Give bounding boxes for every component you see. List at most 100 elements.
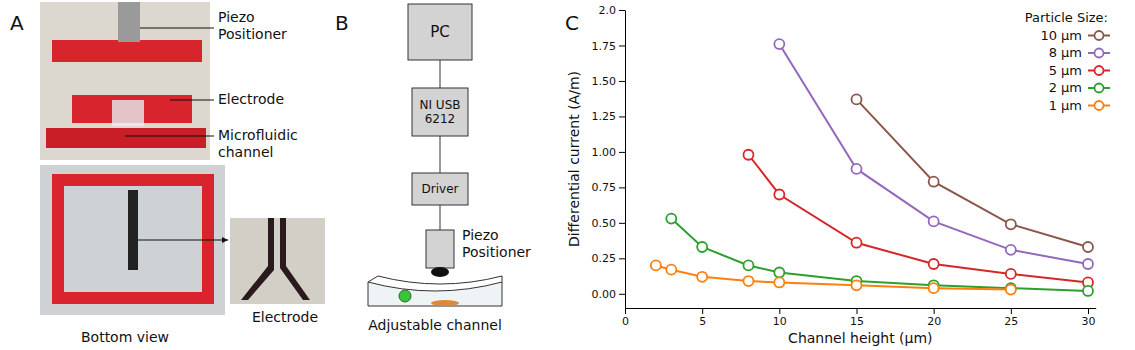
- channel-label-line: Adjustable channel: [368, 317, 502, 333]
- series-marker: [697, 272, 707, 282]
- series-marker: [774, 39, 784, 49]
- series-marker: [666, 265, 676, 275]
- legend-label: 8 µm: [1049, 45, 1082, 60]
- arrow-head: [222, 237, 228, 243]
- callout-line: [125, 136, 214, 137]
- y-tick-mark: [619, 81, 625, 82]
- y-tick-mark: [619, 45, 625, 46]
- photo-frame: [46, 128, 206, 148]
- x-tick: 10: [773, 308, 787, 328]
- callout-line: [170, 100, 214, 101]
- legend-title: Particle Size:: [1025, 10, 1108, 25]
- channel-label: Adjustable channel: [368, 317, 502, 333]
- y-tick-label: 1.25: [592, 110, 617, 123]
- legend-marker: [1095, 66, 1104, 75]
- particle: [399, 290, 411, 302]
- x-tick: 25: [1004, 308, 1018, 328]
- legend-label-line: 2 µm: [1049, 80, 1082, 95]
- legend-title-line: Particle Size:: [1025, 10, 1108, 25]
- node-box: [408, 4, 472, 60]
- legend-marker: [1095, 84, 1104, 93]
- callout-label: PiezoPositioner: [218, 9, 287, 42]
- legend-label-line: 8 µm: [1049, 45, 1082, 60]
- y-tick-mark: [619, 116, 625, 117]
- y-tick-mark: [619, 223, 625, 224]
- y-tick: 0.25: [592, 252, 626, 265]
- callout-line: [138, 240, 228, 241]
- y-axis-title: Differential current (A/m): [566, 71, 582, 247]
- y-tick-label: 0.50: [592, 217, 617, 230]
- photo-post: [118, 2, 140, 42]
- node-label-line: Driver: [422, 182, 459, 196]
- series-marker: [666, 214, 676, 224]
- photo-electrode: [128, 190, 138, 270]
- y-tick-label: 1.50: [592, 75, 617, 88]
- x-tick-label: 5: [699, 315, 706, 328]
- legend-marker: [1095, 31, 1104, 40]
- series-marker: [852, 164, 862, 174]
- callout-label: Microfluidicchannel: [218, 127, 298, 160]
- caption: Bottom view: [81, 329, 169, 345]
- panel-c: C0510152025300.000.250.500.751.001.251.5…: [565, 4, 1110, 346]
- y-tick-label: 1.75: [592, 39, 617, 52]
- y-tick-mark: [619, 187, 625, 188]
- series-marker: [1006, 269, 1016, 279]
- actuator-label-line: Piezo: [462, 227, 499, 243]
- y-tick-mark: [619, 258, 625, 259]
- connector: [440, 136, 441, 173]
- x-tick: 5: [699, 308, 706, 328]
- x-tick-label: 20: [927, 315, 941, 328]
- callout-label-line: channel: [218, 144, 273, 160]
- x-tick-label: 30: [1082, 315, 1096, 328]
- x-axis-title-line: Channel height (µm): [788, 330, 932, 346]
- series-marker: [697, 242, 707, 252]
- series-line: [857, 99, 1089, 247]
- photo-frame: [58, 180, 208, 298]
- figure: APiezoPositionerElectrodeMicrofluidiccha…: [0, 0, 1135, 350]
- y-tick: 1.00: [592, 146, 626, 159]
- legend-label: 2 µm: [1049, 80, 1082, 95]
- y-tick: 0.00: [592, 288, 626, 301]
- legend-marker: [1095, 101, 1104, 110]
- y-tick-label: 0.75: [592, 181, 617, 194]
- y-axis: 0.00 0.25 0.50 0.75 1.00 1.25 1.50 1.75 2.0: [592, 4, 626, 308]
- legend-label-line: 10 µm: [1040, 28, 1082, 43]
- series-marker: [743, 276, 753, 286]
- x-tick-label: 15: [850, 315, 864, 328]
- actuator: [426, 230, 454, 268]
- panel-label: B: [335, 11, 349, 35]
- x-tick-mark: [779, 308, 780, 314]
- series-marker: [852, 280, 862, 290]
- y-tick-mark: [619, 294, 625, 295]
- series-marker: [1006, 245, 1016, 255]
- panel-a: APiezoPositionerElectrodeMicrofluidiccha…: [10, 2, 325, 345]
- legend-label-line: 1 µm: [1049, 98, 1082, 113]
- x-tick-mark: [1088, 308, 1089, 314]
- series-marker: [929, 259, 939, 269]
- legend-label: 5 µm: [1049, 63, 1082, 78]
- series-marker: [929, 283, 939, 293]
- legend-label: 10 µm: [1040, 28, 1082, 43]
- x-tick: 30: [1082, 308, 1096, 328]
- y-tick-label: 1.00: [592, 146, 617, 159]
- series-marker: [929, 177, 939, 187]
- series-line: [748, 155, 1088, 283]
- callout-label-line: Microfluidic: [218, 127, 298, 143]
- callout-label-line: Positioner: [218, 26, 287, 42]
- y-tick: 0.75: [592, 181, 626, 194]
- x-axis-line: [626, 308, 1097, 309]
- connector: [440, 60, 441, 88]
- connector: [440, 205, 441, 230]
- node-label: NI USB6212: [420, 98, 461, 126]
- callout-label-line: Piezo: [218, 9, 255, 25]
- y-axis-line: [625, 11, 626, 309]
- node-box: [412, 173, 468, 205]
- x-axis-title: Channel height (µm): [788, 330, 932, 346]
- series-marker: [1006, 219, 1016, 229]
- series-marker: [1083, 286, 1093, 296]
- y-tick-label: 2.0: [599, 4, 617, 17]
- y-axis-title-line: Differential current (A/m): [566, 71, 582, 247]
- x-tick-mark: [1011, 308, 1012, 314]
- series-marker: [852, 238, 862, 248]
- panel-b: BPCNI USB6212DriverPiezoPositionerAdjust…: [335, 4, 531, 333]
